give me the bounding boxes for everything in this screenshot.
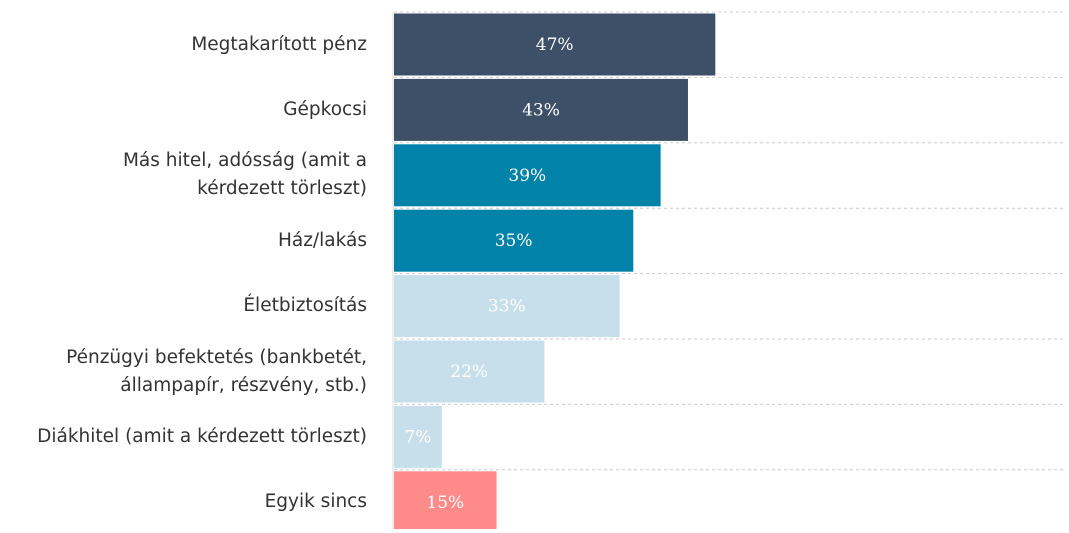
bar [394, 340, 545, 403]
category-label: Pénzügyi befektetés (bankbetét, állampap… [66, 346, 367, 396]
category-label: Ház/lakás [277, 229, 367, 251]
category-label: Életbiztosítás [243, 295, 367, 317]
category-label: Megtakarított pénz [191, 33, 367, 55]
value-label: 7% [404, 427, 431, 447]
value-label: 22% [450, 362, 488, 382]
value-label: 47% [536, 35, 574, 55]
bar [394, 144, 661, 207]
bar [394, 275, 620, 338]
value-label: 15% [426, 493, 464, 513]
category-label: Diákhitel (amit a kérdezett törleszt) [37, 425, 367, 447]
bar [394, 405, 442, 468]
value-label: 43% [522, 100, 560, 120]
bar [394, 471, 497, 529]
bar [394, 13, 716, 76]
category-label: Más hitel, adósság (amit a kérdezett tör… [122, 150, 367, 200]
category-label: Gépkocsi [283, 98, 367, 120]
category-label: Egyik sincs [264, 491, 367, 513]
value-label: 39% [508, 166, 546, 186]
value-label: 33% [488, 297, 526, 317]
bar [394, 78, 688, 141]
bar [394, 209, 634, 272]
value-label: 35% [495, 231, 533, 251]
